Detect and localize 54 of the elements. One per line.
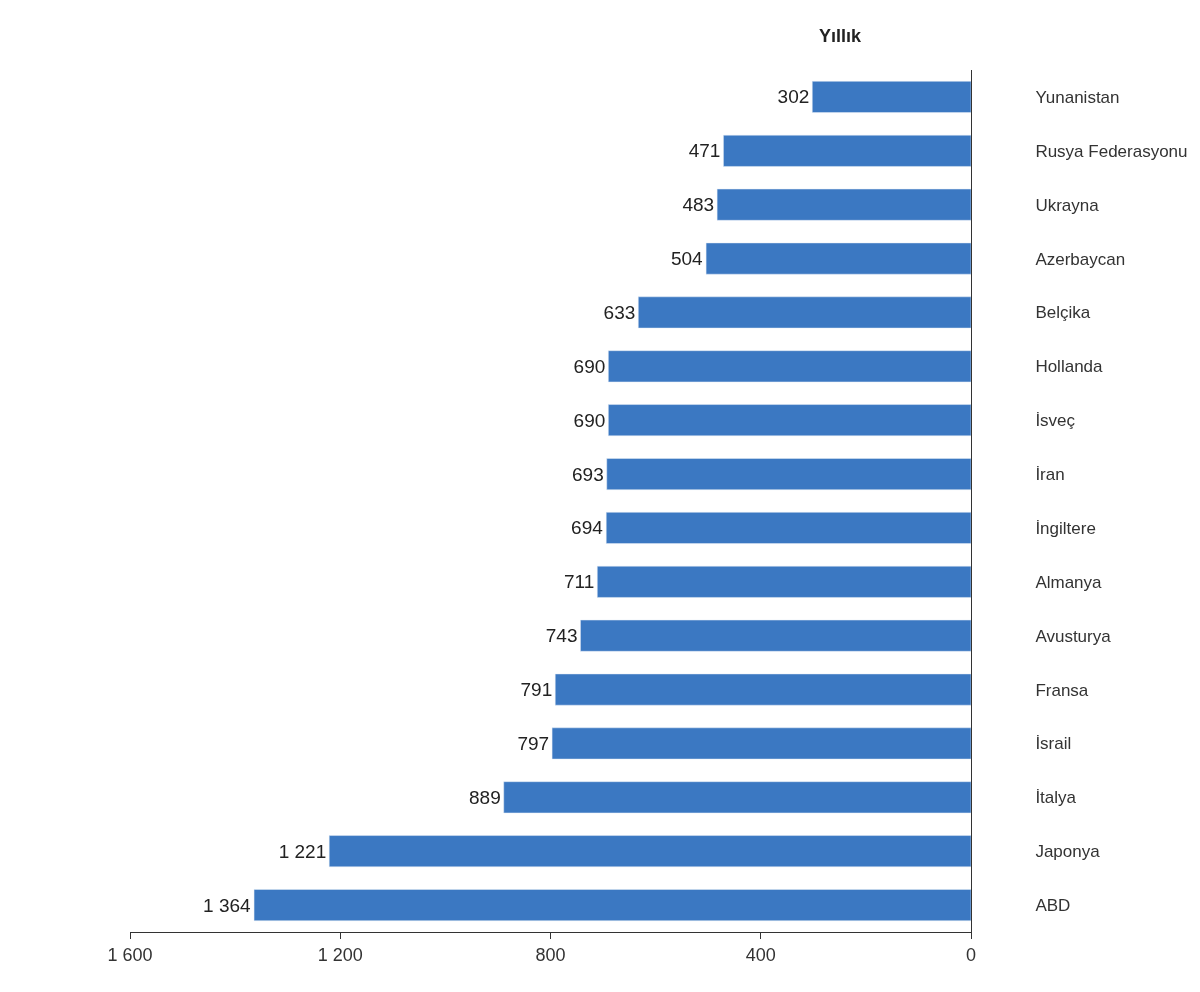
data-label: 483 (682, 194, 715, 216)
data-label: 743 (545, 625, 578, 647)
data-label: 690 (573, 409, 606, 431)
bar (580, 619, 971, 652)
y-tick-label: İsveç (1035, 411, 1076, 431)
bar (705, 242, 971, 275)
y-tick-label: Avusturya (1035, 626, 1112, 646)
x-tick-label: 400 (745, 944, 776, 965)
bar (812, 81, 971, 113)
data-label: 694 (571, 517, 604, 539)
y-tick-label: ABD (1035, 896, 1071, 916)
y-tick-label: Yunanistan (1035, 87, 1120, 107)
y-tick-label: Almanya (1035, 572, 1103, 592)
y-tick-label: Belçika (1035, 303, 1091, 323)
y-tick-label: İsrail (1035, 734, 1072, 754)
bar (253, 889, 971, 921)
data-label: 889 (469, 786, 501, 808)
y-tick-label: İngiltere (1035, 518, 1096, 538)
bar (597, 565, 971, 598)
y-tick-label: İtalya (1035, 788, 1077, 808)
bar (551, 727, 971, 760)
y-tick-label: Rusya Federasyonu (1035, 141, 1188, 161)
data-label: 711 (563, 571, 595, 593)
bar (606, 458, 971, 490)
x-tick-label: 800 (535, 944, 566, 965)
y-tick-label: İran (1035, 465, 1065, 485)
data-label: 791 (520, 679, 553, 701)
bar (723, 134, 971, 167)
y-tick-label: Fransa (1035, 680, 1089, 700)
bar (554, 673, 971, 706)
data-label: 1 221 (278, 840, 327, 862)
bar (605, 512, 971, 544)
data-label: 504 (670, 248, 704, 270)
data-label: 633 (603, 301, 636, 323)
data-label: 471 (688, 140, 721, 162)
x-tick-label: 0 (965, 944, 977, 965)
bar (638, 296, 971, 329)
bar (328, 835, 971, 868)
x-tick-label: 1 200 (317, 944, 363, 965)
data-label: 690 (573, 355, 606, 377)
bar (716, 188, 971, 221)
bar (503, 781, 971, 814)
bar (608, 404, 971, 437)
y-tick-label: Japonya (1035, 842, 1101, 862)
y-tick-label: Ukrayna (1035, 195, 1100, 215)
data-label: 302 (777, 86, 810, 108)
data-label: 693 (572, 463, 604, 485)
data-label: 797 (517, 732, 550, 754)
chart-title: Yıllık (818, 26, 862, 47)
data-label: 1 364 (203, 894, 252, 916)
y-tick-label: Azerbaycan (1035, 249, 1126, 269)
x-tick-label: 1 600 (107, 944, 153, 965)
y-tick-label: Hollanda (1035, 357, 1104, 377)
bar (608, 350, 971, 383)
